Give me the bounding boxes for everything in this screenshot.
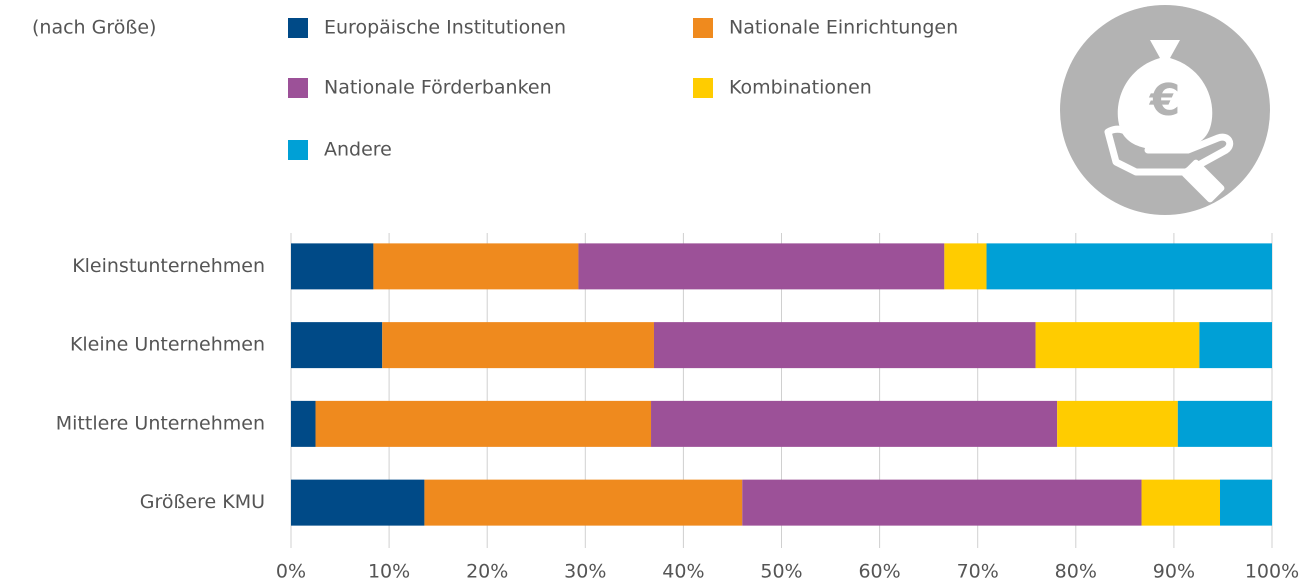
legend-label: Europäische Institutionen xyxy=(324,17,566,39)
bar-segment xyxy=(1035,322,1200,369)
bar-segment xyxy=(315,400,652,447)
bar-segment xyxy=(291,400,316,447)
bar-segment xyxy=(291,243,374,290)
legend-swatch xyxy=(693,78,713,98)
bar-segment xyxy=(424,479,743,526)
bar-segment xyxy=(986,243,1272,290)
bar-segment xyxy=(1199,322,1272,369)
legend-label: Nationale Einrichtungen xyxy=(729,17,958,39)
x-tick-label: 20% xyxy=(466,561,508,583)
bar-segment xyxy=(1177,400,1272,447)
x-tick-label: 90% xyxy=(1153,561,1195,583)
legend-swatch xyxy=(693,18,713,38)
bar-segment xyxy=(382,322,654,369)
y-tick-label: Kleine Unternehmen xyxy=(70,334,265,356)
bar-segment xyxy=(291,479,425,526)
bar-segment xyxy=(1057,400,1178,447)
y-tick-label: Mittlere Unternehmen xyxy=(56,412,265,434)
y-tick-label: Kleinstunternehmen xyxy=(72,255,265,277)
x-tick-label: 50% xyxy=(760,561,802,583)
icon: € xyxy=(1060,5,1270,215)
legend-label: Nationale Förderbanken xyxy=(324,77,552,99)
bar-segment xyxy=(944,243,987,290)
legend-label: Kombinationen xyxy=(729,77,872,99)
x-tick-label: 60% xyxy=(858,561,900,583)
x-tick-label: 40% xyxy=(662,561,704,583)
chart-subtitle: (nach Größe) xyxy=(32,17,156,39)
bar-segment xyxy=(1220,479,1272,526)
bar-segment xyxy=(1141,479,1221,526)
bar-segment xyxy=(291,322,383,369)
x-tick-label: 30% xyxy=(564,561,606,583)
x-tick-label: 0% xyxy=(276,561,306,583)
legend-swatch xyxy=(288,18,308,38)
bar-segment xyxy=(578,243,945,290)
x-tick-label: 10% xyxy=(368,561,410,583)
y-tick-label: Größere KMU xyxy=(140,491,265,513)
legend-swatch xyxy=(288,140,308,160)
x-tick-label: 80% xyxy=(1055,561,1097,583)
bar-segment xyxy=(742,479,1142,526)
x-tick-label: 100% xyxy=(1245,561,1299,583)
svg-text:€: € xyxy=(1149,75,1181,126)
x-tick-label: 70% xyxy=(957,561,999,583)
bar-segment xyxy=(651,400,1058,447)
legend-label: Andere xyxy=(324,139,392,161)
bar-segment xyxy=(653,322,1036,369)
legend-swatch xyxy=(288,78,308,98)
bar-segment xyxy=(373,243,579,290)
